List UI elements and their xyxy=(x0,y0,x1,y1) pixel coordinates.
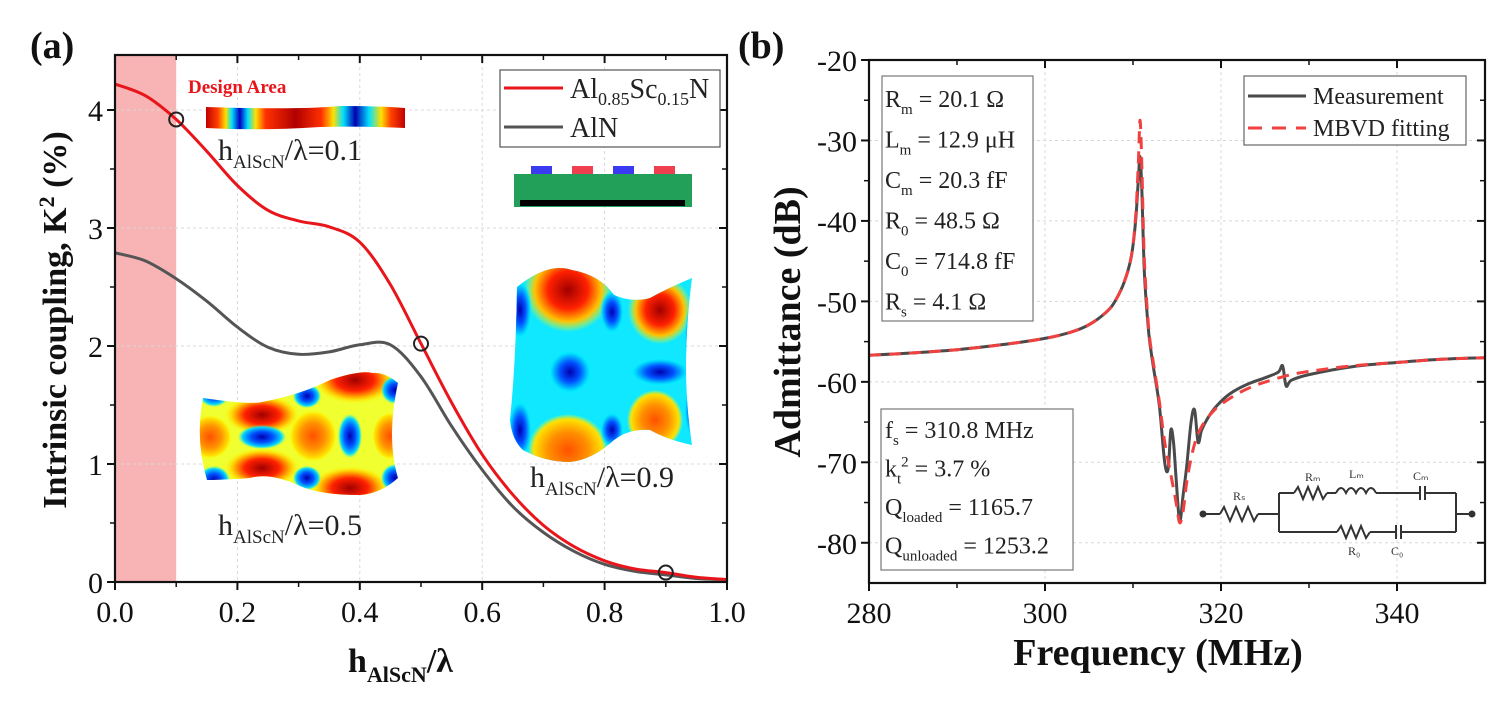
circuit-labels: Rₛ Rₘ Lₘ Cₘ R₀ C₀ xyxy=(1233,467,1428,558)
legend-label-mbvd: MBVD fitting xyxy=(1313,116,1450,142)
x-tick-label-b: 280 xyxy=(847,597,892,630)
series-line-aln xyxy=(115,251,727,582)
parameter-line: Cm = 20.3 fF xyxy=(885,168,1008,199)
resistor-r0 xyxy=(1336,523,1371,541)
series-line-mbvd-fitting xyxy=(869,118,1485,525)
parameter-line: Lm = 12.9 μH xyxy=(885,128,1015,159)
y-tick-label-b: -80 xyxy=(817,528,857,561)
x-tick-label-a: 0.6 xyxy=(463,596,501,629)
label-c0: C₀ xyxy=(1391,544,1403,558)
label-lm: Lₘ xyxy=(1349,467,1364,481)
highlight-marker xyxy=(413,335,429,352)
x-axis-title-a: hAlScN/λ xyxy=(348,643,453,687)
label-r0: R₀ xyxy=(1348,544,1360,558)
parameter-box-circuit: Rm = 20.1 Ω Lm = 12.9 μH Cm = 20.3 fF R0 = … xyxy=(881,75,1034,322)
x-tick-label-b: 300 xyxy=(1023,597,1068,630)
legend-label-aln: AlN xyxy=(570,113,618,144)
parameter-line: C0 = 714.8 fF xyxy=(885,249,1015,280)
y-axis-title-a: Intrinsic coupling, K2 (%) xyxy=(34,131,74,509)
y-tick-label-a: 0 xyxy=(88,567,103,600)
parameter-line: Rm = 20.1 Ω xyxy=(885,87,1004,118)
design-area-label: Design Area xyxy=(188,77,287,98)
parameter-line: fs = 310.8 MHz xyxy=(885,418,1034,449)
plot-b-frame xyxy=(867,58,1487,585)
panel-a: (a) 0.0 0.2 0.4 0.6 0.8 1.0 0 1 2 3 4 Design Area xyxy=(30,25,746,687)
y-tick-label-b: -30 xyxy=(817,125,857,158)
y-tick-label-a: 4 xyxy=(88,95,103,128)
panel-b-label: (b) xyxy=(738,25,784,67)
y-axis-title-b: Admittance (dB) xyxy=(767,186,809,457)
highlight-marker xyxy=(657,564,674,581)
parameter-line: R0 = 48.5 Ω xyxy=(885,209,1000,240)
x-tick-label-a: 0.4 xyxy=(341,596,379,629)
legend-label-alscn: Al0.85Sc0.15N xyxy=(570,74,709,109)
series-line-alscn xyxy=(115,82,727,582)
design-area-shading xyxy=(115,55,177,582)
highlight-marker xyxy=(168,111,185,128)
mode-shape-0.5-inset xyxy=(199,372,398,495)
x-tick-label-a: 0.8 xyxy=(586,596,624,629)
legend-b: Measurement MBVD fitting xyxy=(1243,75,1467,146)
label-cm: Cₘ xyxy=(1413,469,1428,483)
label-rs: Rₛ xyxy=(1233,489,1245,503)
annotation-h-0.5: hAlScN/λ=0.5 xyxy=(218,509,362,548)
x-tick-label-a: 1.0 xyxy=(708,596,746,629)
parameter-line: Qunloaded = 1253.2 xyxy=(885,534,1049,565)
y-tick-label-b: -50 xyxy=(817,286,857,319)
annotation-h-0.1: hAlScN/λ=0.1 xyxy=(218,134,362,173)
parameter-line: kt2 = 3.7 % xyxy=(885,455,990,488)
x-axis-title-b: Frequency (MHz) xyxy=(1013,632,1303,674)
y-tick-label-a: 1 xyxy=(88,449,103,482)
parameter-line: Rs = 4.1 Ω xyxy=(885,290,986,321)
annotation-h-0.9: hAlScN/λ=0.9 xyxy=(530,461,674,500)
y-tick-label-b: -40 xyxy=(817,206,857,239)
legend-label-measurement: Measurement xyxy=(1313,84,1444,110)
y-tick-label-a: 2 xyxy=(88,331,103,364)
y-tick-label-b: -60 xyxy=(817,367,857,400)
y-tick-label-a: 3 xyxy=(88,213,103,246)
resistor-rm xyxy=(1293,484,1328,502)
x-tick-label-a: 0.0 xyxy=(96,596,134,629)
x-tick-label-b: 340 xyxy=(1375,597,1420,630)
panel-b: (b) 280 300 320 340 -20 -30 -40 -50 -60 -70 -80 Rm… xyxy=(738,25,1487,674)
legend-a: Al0.85Sc0.15N AlN xyxy=(499,69,721,148)
resistor-rs xyxy=(1219,504,1259,524)
inductor-lm xyxy=(1335,487,1377,496)
parameter-box-results: fs = 310.8 MHz kt2 = 3.7 % Qloaded = 1165.… xyxy=(880,408,1074,571)
panel-a-label: (a) xyxy=(30,25,74,67)
y-tick-label-b: -20 xyxy=(817,45,857,78)
x-tick-label-b: 320 xyxy=(1199,597,1244,630)
label-rm: Rₘ xyxy=(1305,470,1320,484)
idt-cross-section-inset xyxy=(514,166,692,207)
parameter-line: Qloaded = 1165.7 xyxy=(885,495,1033,526)
mode-shape-0.1-inset xyxy=(206,106,405,130)
x-tick-label-a: 0.2 xyxy=(219,596,257,629)
mbvd-circuit-diagram xyxy=(1199,484,1476,541)
y-tick-label-b: -70 xyxy=(817,447,857,480)
